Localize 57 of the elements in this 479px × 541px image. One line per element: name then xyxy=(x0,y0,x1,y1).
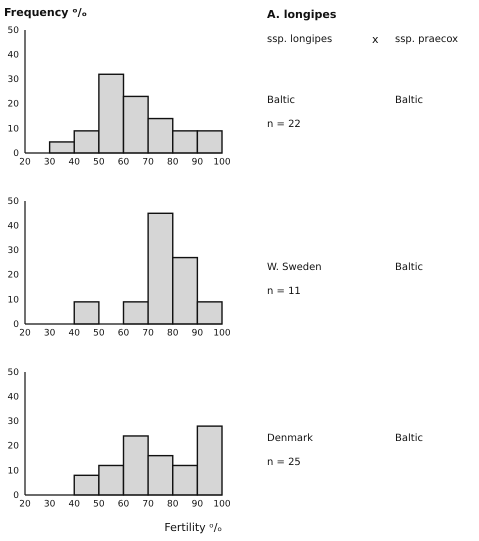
y-tick-label: 10 xyxy=(8,466,20,476)
text: W. Sweden xyxy=(267,262,322,273)
x-tick-label: 70 xyxy=(142,328,154,338)
y-tick-label: 10 xyxy=(8,295,20,306)
x-tick-label: 70 xyxy=(142,499,154,510)
x-tick-label: 30 xyxy=(44,499,56,510)
x-tick-label: 80 xyxy=(167,157,179,168)
text: Baltic xyxy=(267,95,295,106)
x-tick-label: 100 xyxy=(213,499,231,510)
text: n = 22 xyxy=(267,119,301,130)
x-tick-label: 90 xyxy=(192,328,204,338)
y-tick-label: 50 xyxy=(8,26,20,36)
text: A. longipes xyxy=(267,8,337,21)
y-tick-label: 50 xyxy=(8,196,20,207)
x-tick-label: 50 xyxy=(93,157,105,168)
text: Baltic xyxy=(395,433,423,444)
y-tick-label: 20 xyxy=(8,442,20,452)
y-tick-label: 30 xyxy=(8,417,20,428)
y-tick-label: 40 xyxy=(8,392,20,402)
x-tick-label: 100 xyxy=(213,157,231,168)
x-tick-label: 90 xyxy=(192,499,204,510)
y-tick-label: 30 xyxy=(8,246,20,256)
x-tick-label: 60 xyxy=(118,499,130,510)
y-tick-label: 0 xyxy=(13,490,20,501)
x-tick-label: 30 xyxy=(44,328,56,338)
y-tick-label: 0 xyxy=(13,148,20,159)
x-tick-label: 60 xyxy=(118,328,130,338)
x-tick-label: 100 xyxy=(213,328,231,338)
text: Baltic xyxy=(395,95,423,106)
y-tick-label: 30 xyxy=(8,75,20,86)
x-tick-label: 40 xyxy=(68,157,80,168)
text: n = 11 xyxy=(267,286,301,297)
y-tick-label: 0 xyxy=(13,320,20,330)
y-tick-label: 20 xyxy=(8,100,20,110)
text: Baltic xyxy=(395,262,423,273)
text: x xyxy=(372,33,379,46)
x-tick-label: 30 xyxy=(44,157,56,168)
y-tick-label: 40 xyxy=(8,50,20,60)
x-tick-label: 80 xyxy=(167,328,179,338)
y-tick-label: 50 xyxy=(8,368,20,378)
x-tick-label: 80 xyxy=(167,499,179,510)
y-tick-label: 20 xyxy=(8,270,20,281)
y-axis-title: Frequency ᵒ/ₒ xyxy=(4,6,87,19)
x-tick-label: 60 xyxy=(118,157,130,168)
y-tick-label: 10 xyxy=(8,124,20,134)
x-tick-label: 50 xyxy=(93,499,105,510)
text: ssp. praecox xyxy=(395,34,458,45)
x-tick-label: 50 xyxy=(93,328,105,338)
text: Denmark xyxy=(267,433,314,444)
x-axis-title: Fertility ᵒ/ₒ xyxy=(164,521,222,534)
x-tick-label: 40 xyxy=(68,328,80,338)
text: ssp. longipes xyxy=(267,34,332,45)
text: n = 25 xyxy=(267,457,301,468)
x-tick-label: 90 xyxy=(192,157,204,168)
y-tick-label: 40 xyxy=(8,221,20,232)
x-tick-label: 40 xyxy=(68,499,80,510)
x-tick-label: 70 xyxy=(142,157,154,168)
